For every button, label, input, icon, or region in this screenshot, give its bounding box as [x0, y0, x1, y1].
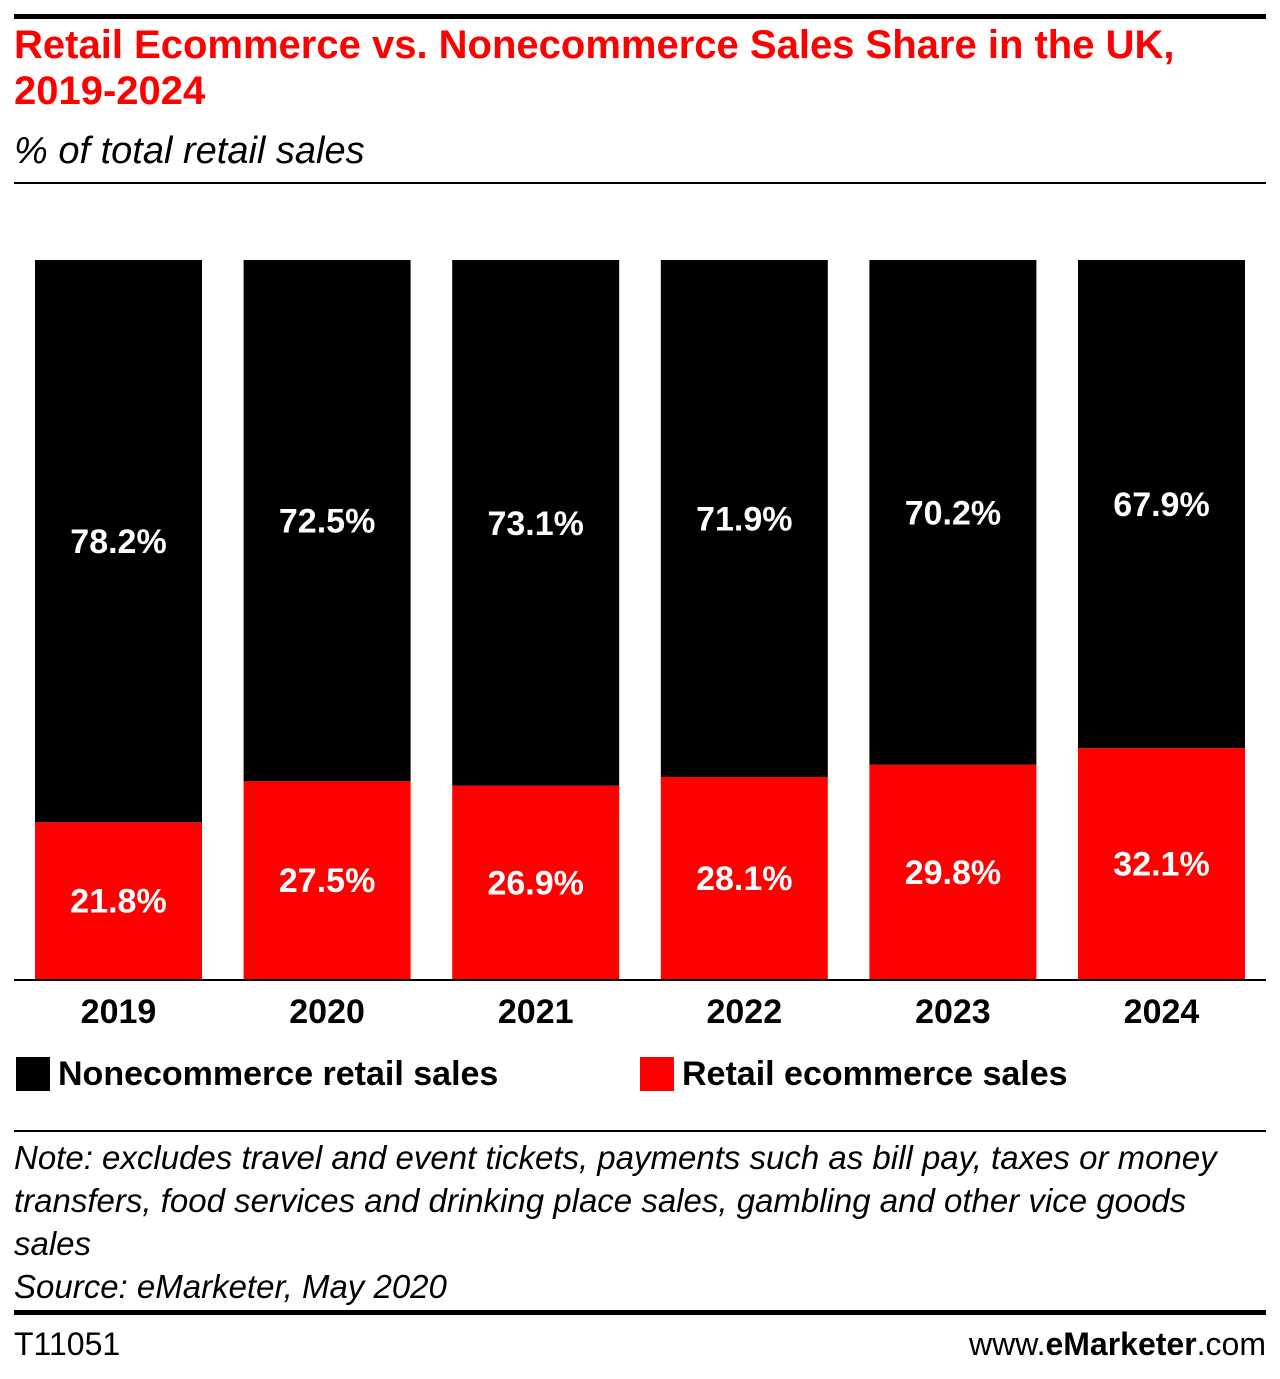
data-label-nonecommerce-2022: 71.9% [696, 500, 792, 538]
source-text: Source: eMarketer, May 2020 [14, 1268, 447, 1305]
x-tick-label-2019: 2019 [81, 993, 157, 1030]
x-tick-label-2021: 2021 [498, 993, 574, 1030]
bar-nonecommerce-2023 [869, 260, 1037, 765]
top-rule [14, 14, 1266, 19]
data-label-nonecommerce-2021: 73.1% [487, 505, 583, 543]
legend-swatch-nonecommerce [16, 1057, 50, 1091]
bar-nonecommerce-2020 [243, 260, 411, 782]
x-tick-label-2023: 2023 [915, 993, 991, 1030]
chart-id: T11051 [14, 1326, 121, 1362]
chart-title: Retail Ecommerce vs. Nonecommerce Sales … [14, 23, 1175, 113]
brand-suffix: .com [1196, 1326, 1266, 1362]
legend-item-nonecommerce: Nonecommerce retail sales [16, 1052, 498, 1096]
title-divider [14, 182, 1266, 184]
legend-label-ecommerce: Retail ecommerce sales [682, 1054, 1068, 1093]
bar-ecommerce-2020 [243, 781, 411, 979]
note-divider [14, 1130, 1266, 1132]
note-text: Note: excludes travel and event tickets,… [14, 1139, 1217, 1262]
bar-ecommerce-2023 [869, 764, 1037, 979]
legend-swatch-ecommerce [640, 1057, 674, 1091]
chart-subtitle: % of total retail sales [14, 130, 365, 172]
x-tick-label-2024: 2024 [1124, 993, 1200, 1030]
x-tick-label-2022: 2022 [706, 993, 782, 1030]
data-label-nonecommerce-2023: 70.2% [905, 494, 1001, 532]
data-label-ecommerce-2024: 32.1% [1113, 846, 1209, 884]
legend-item-ecommerce: Retail ecommerce sales [640, 1052, 1068, 1096]
data-label-nonecommerce-2019: 78.2% [70, 523, 166, 561]
bar-ecommerce-2024 [1078, 748, 1245, 979]
data-label-ecommerce-2022: 28.1% [696, 860, 792, 898]
data-label-nonecommerce-2024: 67.9% [1113, 486, 1209, 524]
bar-ecommerce-2021 [452, 785, 620, 979]
x-axis-line [14, 979, 1266, 981]
data-label-nonecommerce-2020: 72.5% [279, 503, 375, 541]
brand-link[interactable]: www.eMarketer.com [969, 1324, 1266, 1364]
legend-label-nonecommerce: Nonecommerce retail sales [58, 1054, 499, 1093]
bar-nonecommerce-2024 [1078, 260, 1245, 749]
bar-ecommerce-2022 [660, 776, 828, 979]
brand-name: eMarketer [1045, 1326, 1197, 1362]
chart-note: Note: excludes travel and event tickets,… [14, 1136, 1264, 1308]
bar-nonecommerce-2019 [35, 260, 202, 823]
data-label-ecommerce-2023: 29.8% [905, 854, 1001, 892]
x-tick-label-2020: 2020 [289, 993, 365, 1030]
bar-nonecommerce-2021 [452, 260, 620, 786]
data-label-ecommerce-2020: 27.5% [279, 862, 375, 900]
footer-rule [14, 1310, 1266, 1315]
brand-prefix: www. [969, 1326, 1046, 1362]
bar-nonecommerce-2022 [660, 260, 828, 777]
data-label-ecommerce-2021: 26.9% [487, 864, 583, 902]
data-label-ecommerce-2019: 21.8% [70, 883, 166, 921]
stacked-bar-chart: 21.8% 78.2% 2019 27.5% 72.5% 2020 26.9% 73.1% 20… [14, 260, 1266, 1030]
bar-ecommerce-2019 [35, 822, 202, 979]
